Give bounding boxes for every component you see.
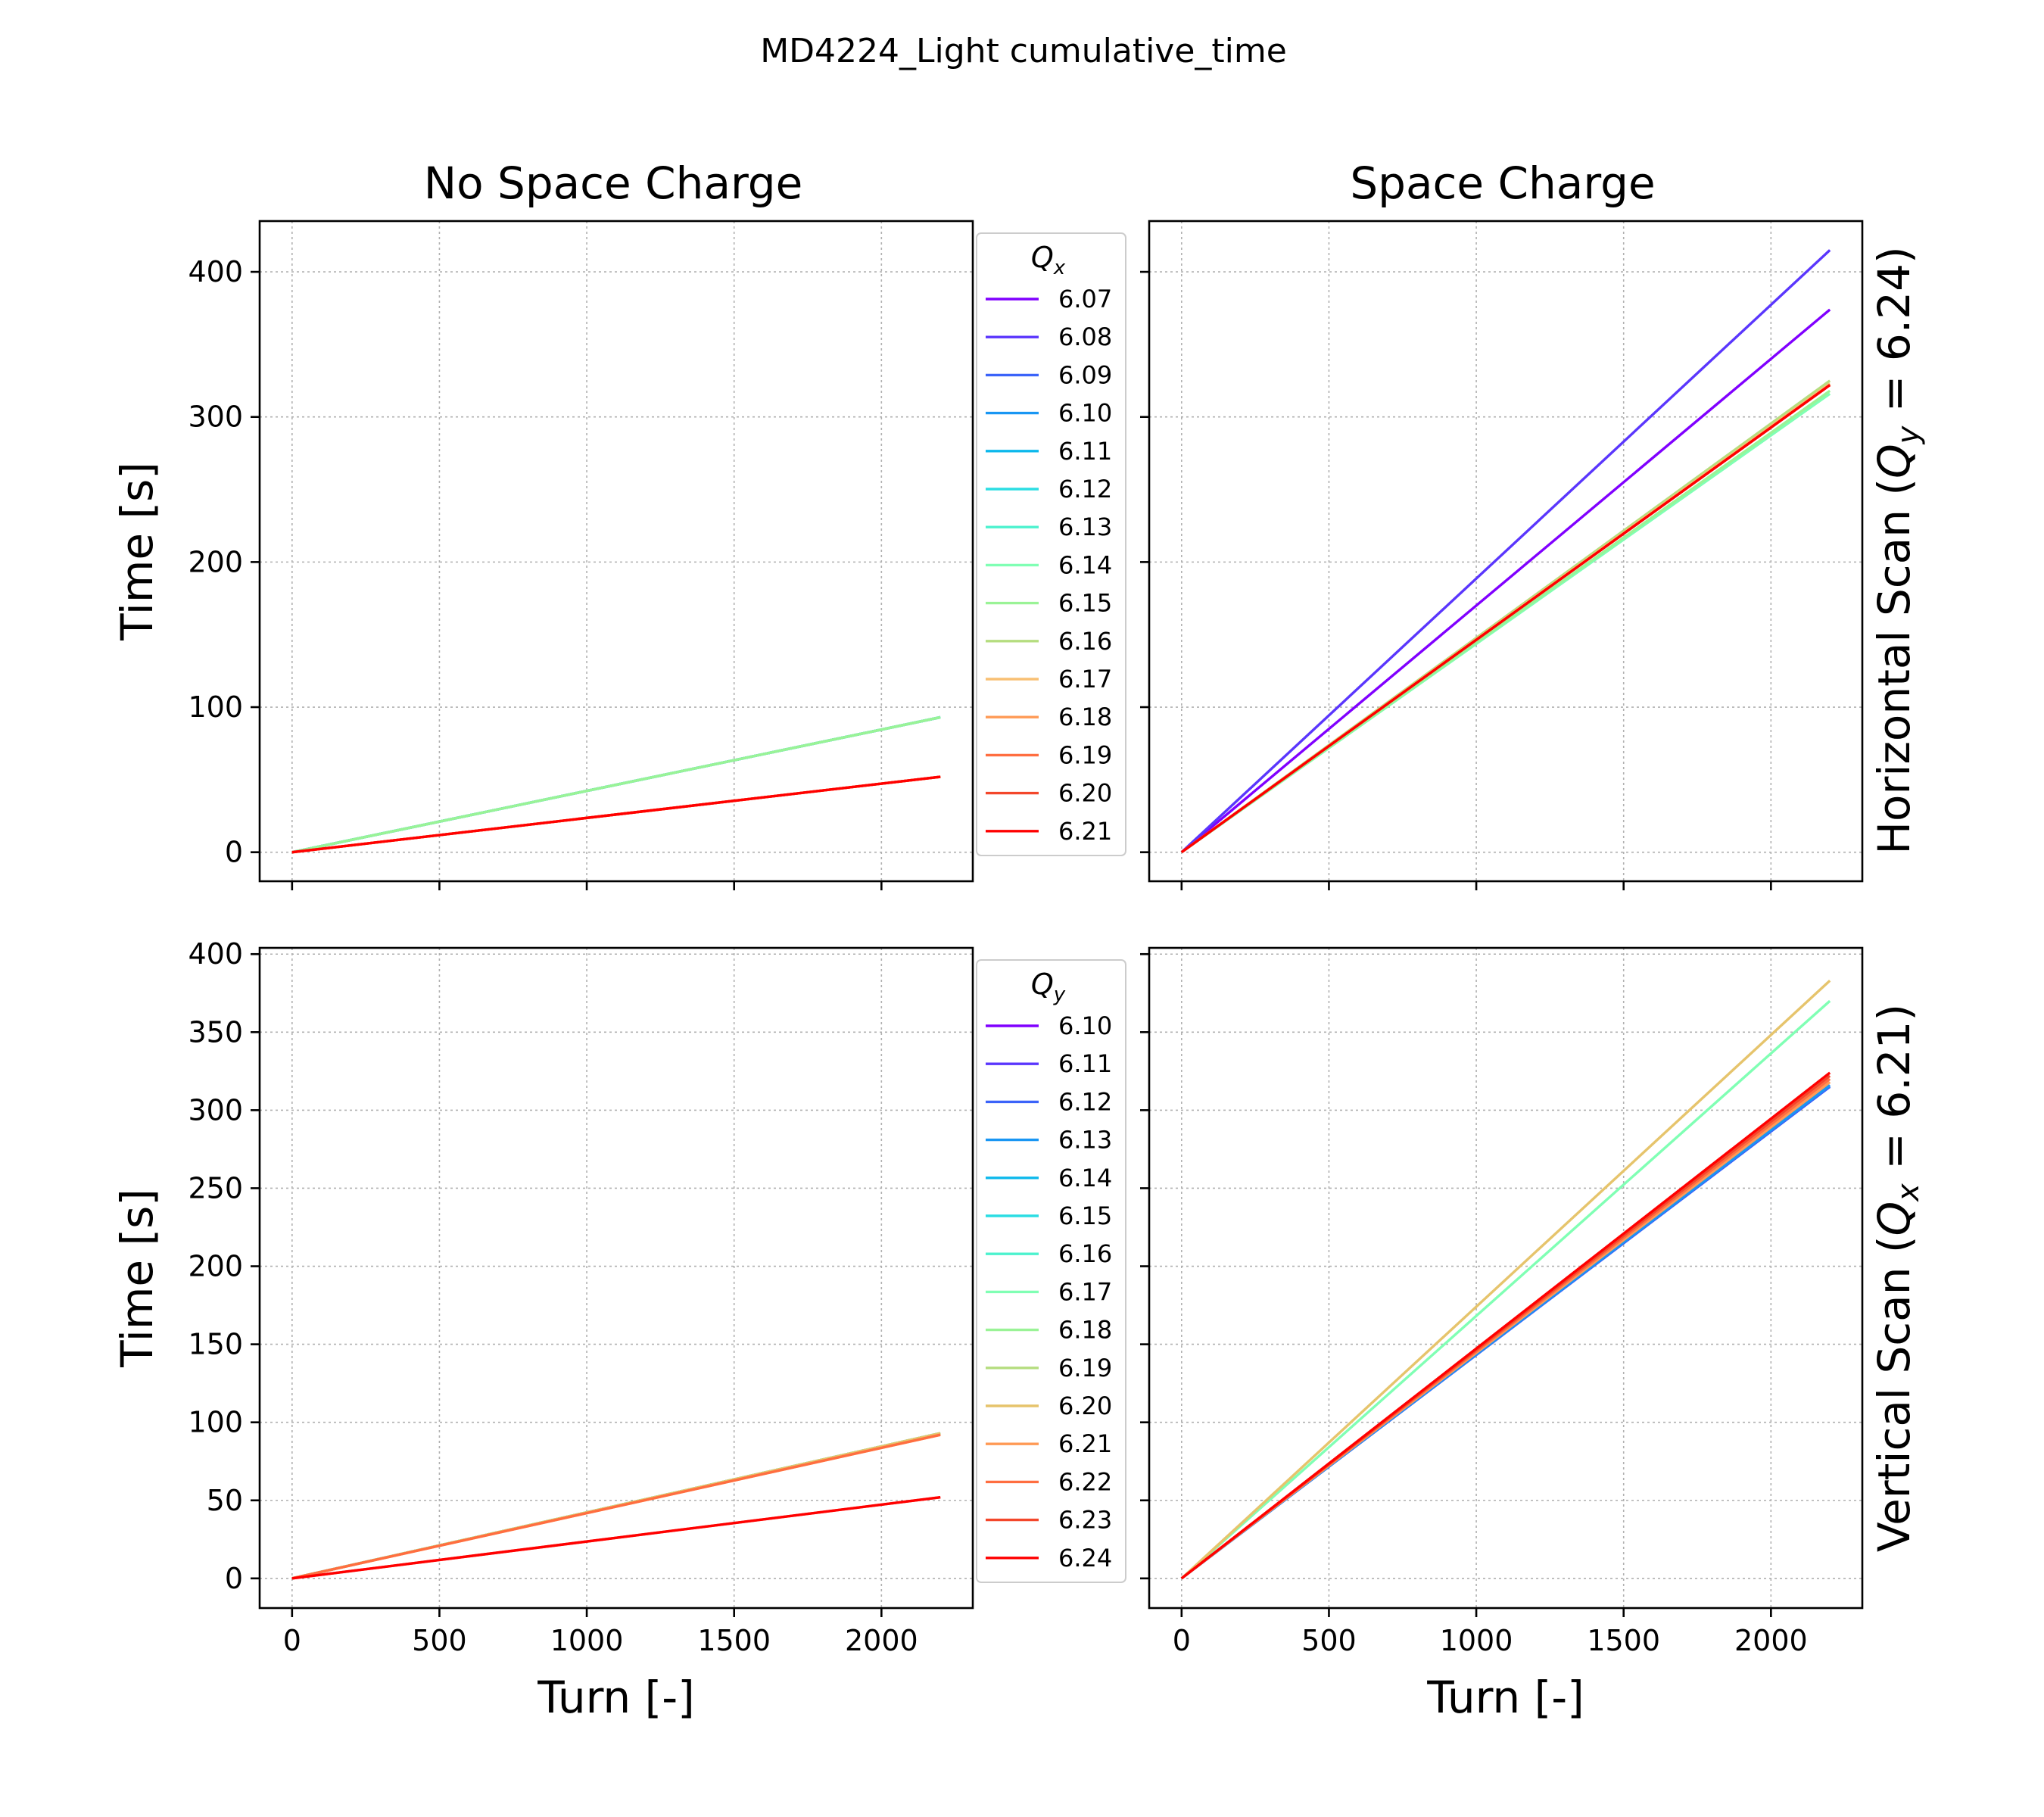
legend-label-6.18: 6.18	[1058, 1316, 1112, 1345]
legend-label-6.15: 6.15	[1058, 589, 1112, 618]
y-tick-label: 250	[188, 1171, 243, 1205]
series-line-6.21	[1180, 384, 1831, 854]
series-line-6.15	[291, 715, 941, 854]
x-tick-label: 500	[1301, 1624, 1357, 1657]
x-tick-label: 1500	[1587, 1624, 1660, 1657]
series-line-6.22	[291, 1433, 941, 1580]
y-axis-label: Time [s]	[111, 462, 163, 641]
legend-label-6.17: 6.17	[1058, 665, 1112, 693]
y-tick-label: 400	[188, 255, 243, 288]
legend-title: Qx	[1031, 241, 1066, 279]
y-tick-label: 100	[188, 690, 243, 724]
series-line-6.24	[1180, 1071, 1831, 1580]
legend-label-6.13: 6.13	[1058, 513, 1112, 541]
x-tick-label: 0	[1173, 1624, 1191, 1657]
legend-label-6.11: 6.11	[1058, 437, 1112, 466]
legend-label-6.16: 6.16	[1058, 1239, 1112, 1268]
x-axis-label: Turn [-]	[1426, 1672, 1584, 1723]
legend-box	[976, 232, 1126, 856]
panel-bottom-left: 0 500 1000 1500 2000 0 50 100 150 200 250 300 350 400…	[111, 937, 1126, 1723]
legend-label-6.11: 6.11	[1058, 1049, 1112, 1078]
row-label-horizontal-scan: Horizontal Scan (Qy = 6.24)	[1868, 246, 1926, 854]
legend-label-6.10: 6.10	[1058, 399, 1112, 428]
legend-label-6.13: 6.13	[1058, 1126, 1112, 1155]
series-line-6.21	[291, 775, 941, 854]
x-tick-label: 1500	[697, 1624, 771, 1657]
legend-label-6.15: 6.15	[1058, 1201, 1112, 1230]
legend-label-6.21: 6.21	[1058, 1429, 1112, 1458]
series-line-6.17	[1180, 999, 1831, 1580]
axes-frame	[1148, 220, 1864, 883]
legend-label-6.20: 6.20	[1058, 1392, 1112, 1420]
y-tick-label: 100	[188, 1406, 243, 1439]
row-label-vertical-scan: Vertical Scan (Qx = 6.21)	[1868, 1004, 1926, 1552]
x-tick-label: 0	[283, 1624, 301, 1657]
legend-label-6.09: 6.09	[1058, 360, 1112, 389]
series-line-6.20	[1180, 980, 1831, 1580]
legend-label-6.18: 6.18	[1058, 703, 1112, 731]
figure-suptitle: MD4224_Light cumulative_time	[760, 32, 1287, 70]
panel-bottom-right: 0 500 1000 1500 2000 Turn [-]	[1140, 946, 1864, 1723]
y-tick-label: 0	[225, 836, 243, 869]
y-tick-label: 0	[225, 1562, 243, 1595]
series-line-6.08	[1180, 249, 1831, 853]
y-axis-label: Time [s]	[111, 1189, 163, 1368]
y-tick-label: 300	[188, 400, 243, 434]
x-tick-label: 2000	[845, 1624, 918, 1657]
panel-top-left: 0 100 200 300 400 Time [s] Qx 6.07 6.08 6.09 6.10 6…	[111, 220, 1126, 890]
y-tick-label: 400	[188, 937, 243, 971]
x-axis-label: Turn [-]	[537, 1672, 695, 1723]
legend-label-6.14: 6.14	[1058, 1164, 1112, 1192]
legend-label-6.20: 6.20	[1058, 779, 1112, 808]
column-title-space-charge: Space Charge	[1350, 157, 1655, 209]
legend-label-6.22: 6.22	[1058, 1467, 1112, 1496]
axes-frame	[258, 220, 974, 883]
legend-label-6.12: 6.12	[1058, 475, 1112, 503]
legend-label-6.14: 6.14	[1058, 550, 1112, 579]
legend: Qx 6.07 6.08 6.09 6.10 6.11 6.12 6.13 6.14 6.15 6.…	[976, 232, 1126, 856]
legend-label-6.07: 6.07	[1058, 285, 1112, 313]
legend-label-6.24: 6.24	[1058, 1544, 1112, 1572]
legend-label-6.17: 6.17	[1058, 1277, 1112, 1306]
axes-frame	[258, 946, 974, 1610]
axes-frame	[1148, 946, 1864, 1610]
x-tick-label: 2000	[1734, 1624, 1808, 1657]
legend-label-6.23: 6.23	[1058, 1506, 1112, 1535]
y-tick-label: 300	[188, 1093, 243, 1127]
series-line-6.07	[1180, 308, 1831, 853]
legend-label-6.19: 6.19	[1058, 1354, 1112, 1382]
legend-label-6.21: 6.21	[1058, 817, 1112, 846]
legend: Qy 6.10 6.11 6.12 6.13 6.14 6.15 6.16 6.17 6.18 6.…	[976, 959, 1126, 1583]
column-title-no-space-charge: No Space Charge	[424, 157, 803, 209]
y-tick-label: 200	[188, 1250, 243, 1283]
y-tick-label: 200	[188, 545, 243, 578]
legend-label-6.10: 6.10	[1058, 1011, 1112, 1040]
y-tick-label: 150	[188, 1328, 243, 1361]
x-tick-label: 500	[412, 1624, 467, 1657]
legend-label-6.16: 6.16	[1058, 627, 1112, 656]
panel-top-right	[1140, 220, 1864, 890]
legend-title: Qy	[1031, 968, 1066, 1006]
legend-label-6.08: 6.08	[1058, 323, 1112, 351]
x-tick-label: 1000	[1440, 1624, 1513, 1657]
y-tick-label: 350	[188, 1015, 243, 1049]
series-line-6.24	[291, 1495, 941, 1580]
y-tick-label: 50	[207, 1484, 243, 1517]
x-tick-label: 1000	[550, 1624, 624, 1657]
legend-label-6.12: 6.12	[1058, 1087, 1112, 1116]
legend-label-6.19: 6.19	[1058, 740, 1112, 769]
legend-box	[976, 959, 1126, 1583]
